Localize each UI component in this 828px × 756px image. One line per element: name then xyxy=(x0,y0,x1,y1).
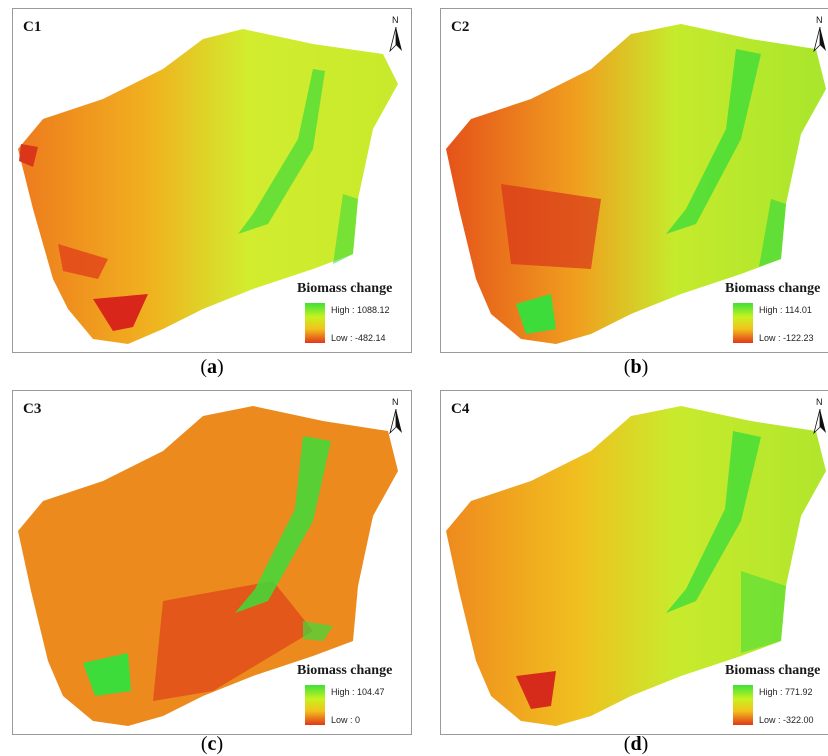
green-patch-c3 xyxy=(83,653,131,696)
caption-c: (c) xyxy=(200,733,224,755)
hotspot-c2 xyxy=(501,184,601,269)
legend-high: High : 1088.12 xyxy=(331,305,390,315)
legend-title: Biomass change xyxy=(297,663,393,678)
legend-high: High : 771.92 xyxy=(759,687,813,697)
hotspot-south-c1 xyxy=(58,244,108,279)
panel-label: C4 xyxy=(451,401,470,417)
green-edge-c4 xyxy=(741,571,786,653)
panel-label: C3 xyxy=(23,401,42,417)
panel-label: C1 xyxy=(23,19,42,35)
biomass-map-c4 xyxy=(446,406,826,726)
north-letter: N xyxy=(392,397,399,407)
legend: Biomass change High : 771.92 Low : -322.… xyxy=(725,663,828,733)
caption-d: (d) xyxy=(623,733,649,755)
north-arrow-icon: N xyxy=(389,397,407,437)
caption-b: (b) xyxy=(623,356,649,378)
legend-low: Low : -482.14 xyxy=(331,333,386,343)
caption-a: (a) xyxy=(200,356,224,378)
north-letter: N xyxy=(816,397,823,407)
legend-title: Biomass change xyxy=(297,281,393,296)
hotspot-c4 xyxy=(516,671,556,709)
green-patch-c2 xyxy=(516,294,556,334)
green-ridge-c1 xyxy=(238,69,325,234)
legend-low: Low : 0 xyxy=(331,715,361,725)
north-letter: N xyxy=(816,15,823,25)
green-ridge-c4 xyxy=(666,431,761,613)
hotspot-west-c1 xyxy=(19,144,38,167)
north-arrow-icon: N xyxy=(813,15,828,55)
biomass-map-c3 xyxy=(18,406,398,726)
legend: Biomass change High : 1088.12 Low : -482… xyxy=(297,281,411,351)
hotspot-c1 xyxy=(93,294,148,331)
legend-color-ramp xyxy=(305,303,325,343)
green-edge-c1 xyxy=(333,194,358,264)
legend-color-ramp xyxy=(733,685,753,725)
biomass-map-c2 xyxy=(446,24,826,344)
green-edge-c3 xyxy=(303,621,333,641)
legend-title: Biomass change xyxy=(725,663,821,678)
legend: Biomass change High : 104.47 Low : 0 xyxy=(297,663,411,733)
legend-low: Low : -322.00 xyxy=(759,715,814,725)
map-panel-c2: C2 N Biomass change High : 114.01 Low : … xyxy=(440,8,828,353)
panel-label: C2 xyxy=(451,19,470,35)
map-panel-c1: C1 N Biomass change High : 1088.12 Low :… xyxy=(12,8,412,353)
green-edge-c2 xyxy=(759,199,786,267)
red-area-c3 xyxy=(153,581,313,701)
green-ridge-c3 xyxy=(235,436,331,613)
legend-color-ramp xyxy=(305,685,325,725)
biomass-map-c1 xyxy=(18,29,398,344)
study-area-c1 xyxy=(18,29,398,344)
legend: Biomass change High : 114.01 Low : -122.… xyxy=(725,281,828,351)
legend-high: High : 114.01 xyxy=(759,305,812,315)
green-ridge-c2 xyxy=(666,49,761,234)
north-letter: N xyxy=(392,15,399,25)
map-panel-c3: C3 N Biomass change High : 104.47 Low : … xyxy=(12,390,412,735)
legend-high: High : 104.47 xyxy=(331,687,385,697)
north-arrow-icon: N xyxy=(389,15,407,55)
north-arrow-icon: N xyxy=(813,397,828,437)
legend-title: Biomass change xyxy=(725,281,821,296)
legend-color-ramp xyxy=(733,303,753,343)
map-panel-c4: C4 N Biomass change High : 771.92 Low : … xyxy=(440,390,828,735)
legend-low: Low : -122.23 xyxy=(759,333,814,343)
